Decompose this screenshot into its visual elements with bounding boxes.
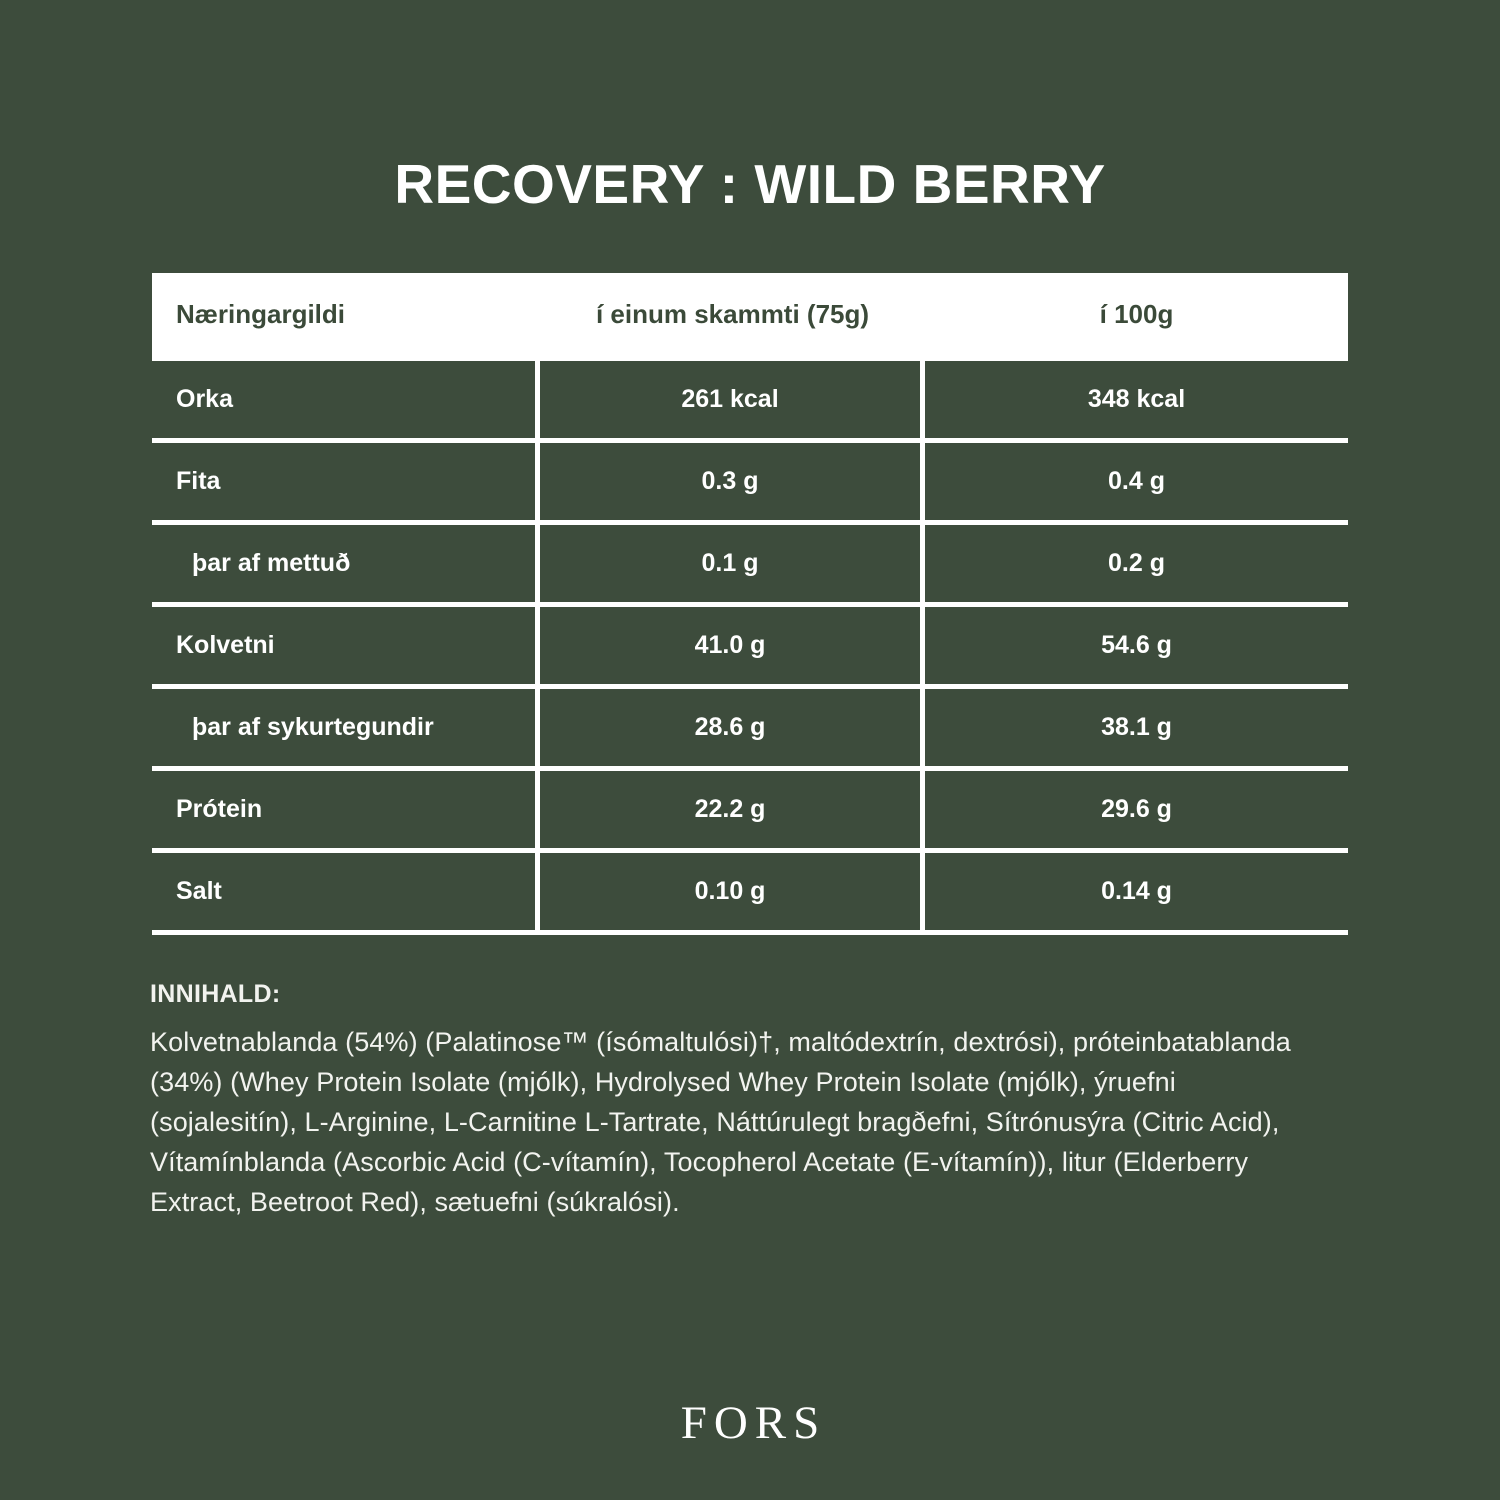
brand-logo: FORS xyxy=(680,1397,827,1449)
cell-nutrient-name: Kolvetni xyxy=(152,607,540,684)
cell-per-100g: 0.2 g xyxy=(925,525,1348,602)
ingredients-text: Kolvetnablanda (54%) (Palatinose™ (ísóma… xyxy=(150,1027,1291,1217)
page-title: RECOVERY : WILD BERRY xyxy=(394,153,1106,215)
cell-per-100g: 29.6 g xyxy=(925,771,1348,848)
table-row: Salt 0.10 g 0.14 g xyxy=(152,853,1348,935)
column-header-nutrient: Næringargildi xyxy=(176,299,346,329)
column-header-per-100g: í 100g xyxy=(1099,299,1174,329)
table-row: Orka 261 kcal 348 kcal xyxy=(152,361,1348,443)
table-row: Kolvetni 41.0 g 54.6 g xyxy=(152,607,1348,689)
cell-nutrient-name: þar af mettuð xyxy=(152,525,540,602)
cell-nutrient-name: þar af sykurtegundir xyxy=(152,689,540,766)
cell-per-serving: 0.3 g xyxy=(540,443,925,520)
cell-per-serving: 28.6 g xyxy=(540,689,925,766)
column-header-per-serving: í einum skammti (75g) xyxy=(595,299,870,329)
ingredients-section: INNIHALD: Kolvetnablanda (54%) (Palatino… xyxy=(150,980,1310,1223)
table-row: þar af sykurtegundir 28.6 g 38.1 g xyxy=(152,689,1348,771)
table-row: Prótein 22.2 g 29.6 g xyxy=(152,771,1348,853)
table-row: þar af mettuð 0.1 g 0.2 g xyxy=(152,525,1348,607)
cell-per-serving: 0.1 g xyxy=(540,525,925,602)
cell-nutrient-name: Orka xyxy=(152,361,540,438)
cell-nutrient-name: Salt xyxy=(152,853,540,930)
cell-per-100g: 54.6 g xyxy=(925,607,1348,684)
cell-per-100g: 348 kcal xyxy=(925,361,1348,438)
table-body: Orka 261 kcal 348 kcal Fita 0.3 g 0.4 g þar af… xyxy=(152,356,1348,935)
cell-per-serving: 41.0 g xyxy=(540,607,925,684)
cell-nutrient-name: Prótein xyxy=(152,771,540,848)
cell-nutrient-name: Fita xyxy=(152,443,540,520)
cell-per-serving: 0.10 g xyxy=(540,853,925,930)
cell-per-100g: 0.14 g xyxy=(925,853,1348,930)
cell-per-serving: 261 kcal xyxy=(540,361,925,438)
cell-per-100g: 0.4 g xyxy=(925,443,1348,520)
nutrition-table: Næringargildi í einum skammti (75g) í 10… xyxy=(152,273,1348,935)
table-header-row: Næringargildi í einum skammti (75g) í 10… xyxy=(152,273,1348,356)
table-row: Fita 0.3 g 0.4 g xyxy=(152,443,1348,525)
cell-per-100g: 38.1 g xyxy=(925,689,1348,766)
cell-per-serving: 22.2 g xyxy=(540,771,925,848)
ingredients-heading: INNIHALD: xyxy=(150,980,281,1008)
